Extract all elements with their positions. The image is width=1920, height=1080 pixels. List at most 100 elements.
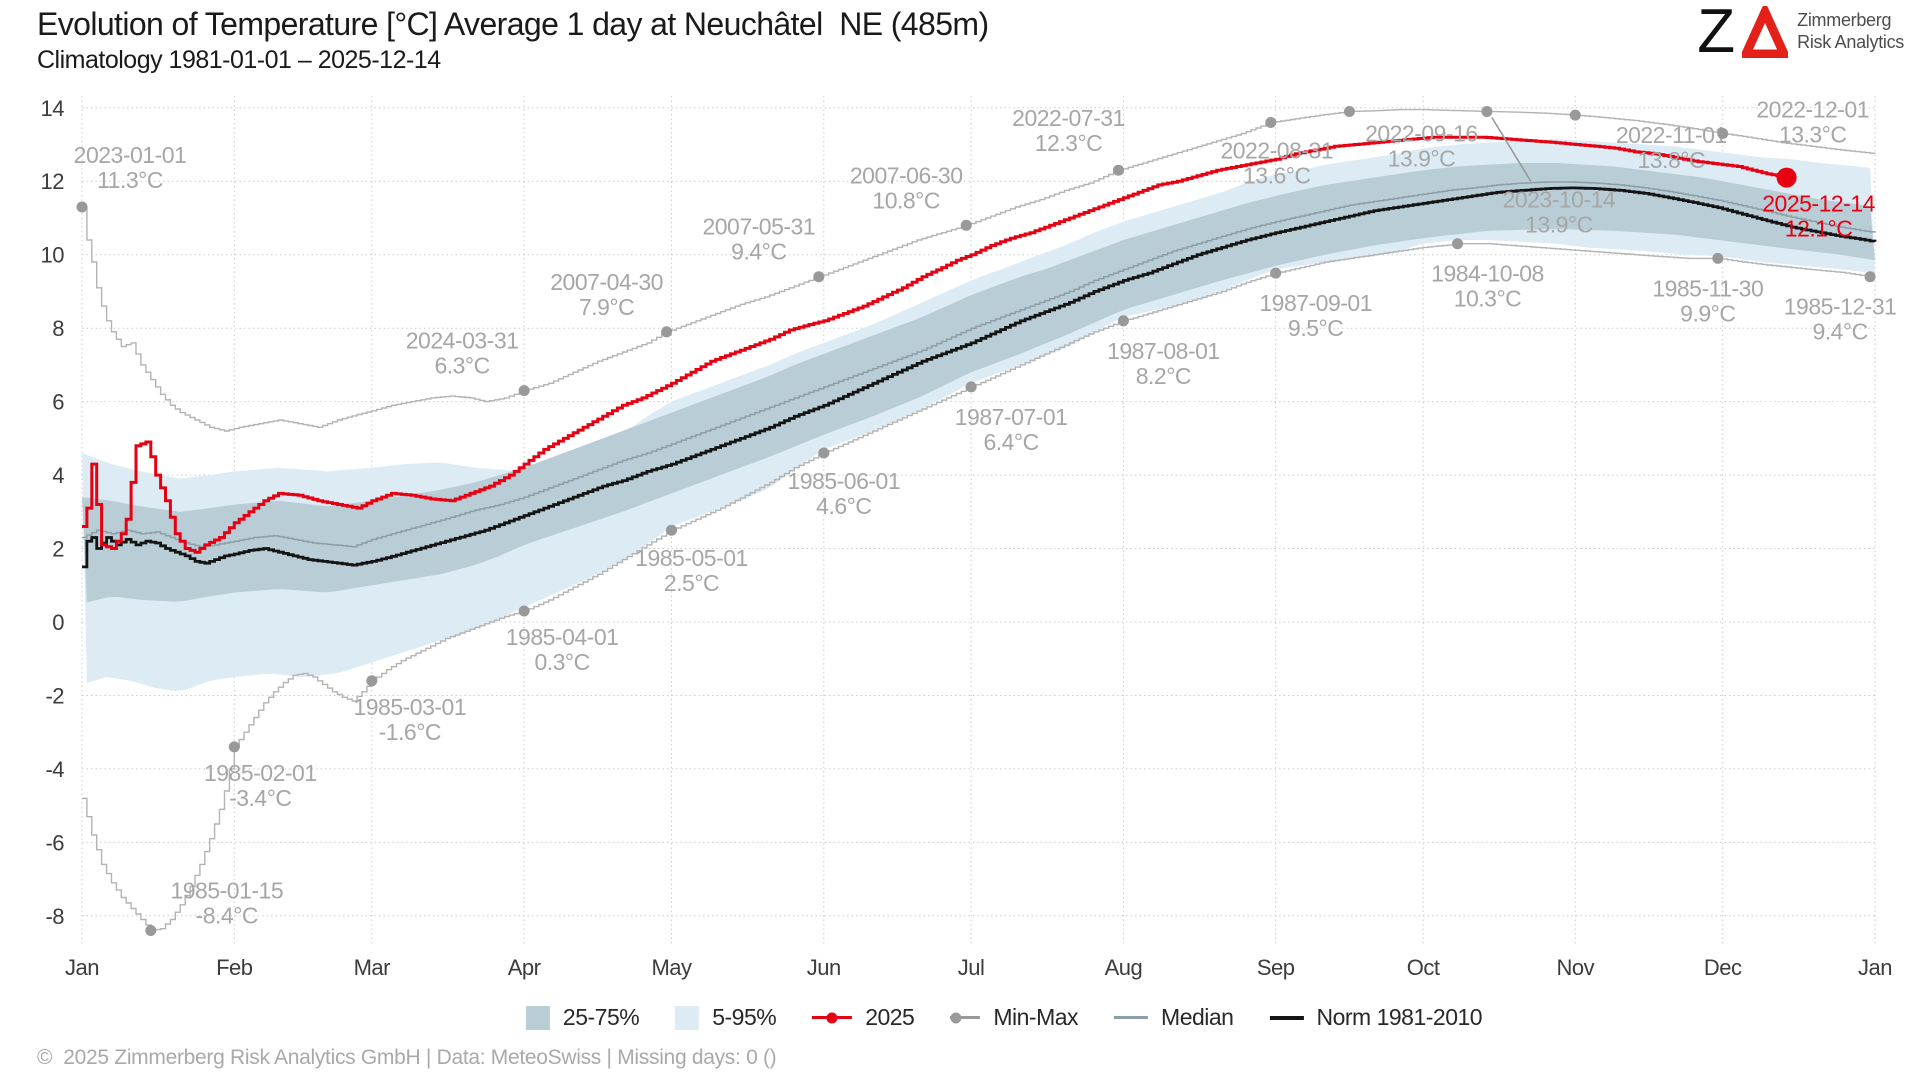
annotations: 2023-01-01 11.3°C 2024-03-31 6.3°C 2007-04-3…	[74, 97, 1897, 936]
y-tick-label: 10	[41, 243, 65, 268]
legend-label: 2025	[865, 1004, 915, 1030]
annotation-dot	[1343, 106, 1355, 117]
legend-label: Median	[1161, 1004, 1234, 1030]
legend-label: 5-95%	[712, 1004, 777, 1030]
legend-band-swatch	[675, 1005, 700, 1030]
logo-delta-icon	[1742, 6, 1789, 58]
legend-label: Min-Max	[993, 1004, 1079, 1030]
logo-name-line2: Risk Analytics	[1797, 32, 1904, 52]
legend-line-marker	[1114, 1016, 1149, 1019]
page-title: Evolution of Temperature [°C] Average 1 …	[37, 6, 989, 42]
x-tick-label: Jun	[807, 955, 841, 980]
x-tick-label: Jan	[65, 955, 99, 980]
annotation-dot	[1265, 117, 1277, 128]
annotation-label: 2022-08-31 13.6°C	[1220, 138, 1333, 189]
y-tick-label: 12	[41, 169, 65, 194]
y-tick-label: 6	[52, 390, 64, 415]
annotation-label: 1987-07-01 6.4°C	[955, 404, 1068, 455]
x-tick-label: Sep	[1257, 955, 1295, 980]
current-value-dot	[1776, 167, 1797, 188]
annotation-label: 2022-12-01 13.3°C	[1756, 97, 1869, 148]
y-tick-label: -4	[45, 757, 64, 782]
logo-name-line1: Zimmerberg	[1797, 10, 1892, 31]
series-2025	[82, 135, 1789, 554]
annotation-connector	[1491, 117, 1532, 182]
y-tick-label: -8	[45, 904, 64, 929]
series-median	[82, 181, 1876, 548]
x-tick-label: Nov	[1556, 955, 1594, 980]
legend-item-median: Median	[1114, 1004, 1234, 1031]
annotation-dot	[1712, 252, 1724, 264]
legend-dot-line-marker	[950, 1012, 981, 1023]
legend-item-25-75-: 25-75%	[525, 1004, 640, 1031]
annotation-label-current: 2025-12-14 12.1°C	[1762, 191, 1875, 242]
footer-copyright: © 2025 Zimmerberg Risk Analytics GmbH | …	[37, 1046, 777, 1069]
annotation-label: 1987-09-01 9.5°C	[1259, 290, 1372, 341]
annotation-dot	[1864, 271, 1876, 283]
annotation-dot	[518, 605, 530, 617]
annotation-label: 1985-02-01 -3.4°C	[204, 760, 317, 811]
annotation-dot	[661, 326, 673, 338]
annotation-dot	[1113, 164, 1124, 176]
zimmerberg-logo: Z Zimmerberg Risk Analytics	[1697, 0, 1904, 66]
annotation-label: 1985-11-30 9.9°C	[1652, 275, 1763, 326]
legend-item-norm-1981-2010: Norm 1981-2010	[1269, 1004, 1483, 1031]
legend-item-min-max: Min-Max	[950, 1004, 1079, 1031]
annotation-dot	[76, 201, 88, 213]
x-tick-label: Feb	[216, 955, 253, 980]
annotation-dot	[1270, 267, 1282, 279]
legend-band-swatch	[525, 1005, 550, 1030]
annotation-dot	[818, 447, 830, 459]
legend-item-5-95-: 5-95%	[675, 1004, 777, 1031]
y-tick-label: 4	[52, 463, 64, 488]
annotation-label: 1987-08-01 8.2°C	[1107, 338, 1220, 389]
annotation-label: 2007-05-31 9.4°C	[702, 214, 815, 265]
annotation-dot	[518, 385, 530, 397]
annotation-label: 1985-12-31 9.4°C	[1784, 294, 1897, 345]
gridlines	[81, 96, 1876, 944]
annotation-label: 2022-09-16 13.9°C	[1365, 121, 1478, 172]
annotation-label: 1985-05-01 2.5°C	[635, 545, 748, 596]
annotation-dot	[666, 524, 677, 536]
annotation-dot	[965, 381, 977, 393]
legend-label: 25-75%	[562, 1004, 640, 1030]
y-tick-label: -6	[45, 830, 64, 855]
x-tick-label: Jan	[1858, 955, 1892, 980]
annotation-dot	[1452, 238, 1463, 250]
annotation-label: 2007-04-30 7.9°C	[550, 269, 663, 320]
annotation-label: 2023-01-01 11.3°C	[74, 142, 187, 193]
legend-line-dot-marker	[812, 1012, 853, 1023]
annotation-dot	[1117, 315, 1129, 327]
logo-z-glyph: Z	[1697, 0, 1735, 66]
y-tick-label: 8	[52, 316, 64, 341]
annotation-label: 1985-03-01 -1.6°C	[353, 694, 466, 745]
page-subtitle: Climatology 1981-01-01 – 2025-12-14	[37, 46, 441, 74]
band-25-75	[82, 162, 1875, 603]
logo-text: Zimmerberg Risk Analytics	[1797, 10, 1904, 53]
x-tick-label: Oct	[1407, 955, 1440, 980]
annotation-dot	[228, 741, 240, 753]
annotation-dot	[1481, 106, 1493, 117]
annotation-label: 2023-10-14 13.9°C	[1503, 187, 1616, 238]
annotation-dot	[366, 675, 378, 687]
annotation-label: 1985-04-01 0.3°C	[506, 624, 619, 675]
legend-label: Norm 1981-2010	[1316, 1004, 1483, 1030]
x-tick-label: Apr	[508, 955, 541, 980]
y-tick-label: -2	[45, 684, 64, 709]
y-tick-label: 0	[52, 610, 64, 635]
annotation-label: 1984-10-08 10.3°C	[1431, 261, 1544, 312]
annotation-dot	[1569, 109, 1581, 121]
annotation-label: 1985-06-01 4.6°C	[787, 468, 900, 519]
band-5-95	[82, 139, 1875, 692]
x-tick-label: May	[651, 955, 692, 980]
y-tick-label: 14	[41, 96, 65, 121]
y-tick-label: 2	[52, 537, 64, 562]
annotation-label: 2007-06-30 10.8°C	[850, 162, 963, 213]
x-tick-label: Mar	[354, 955, 391, 980]
legend-item-2025: 2025	[812, 1004, 915, 1031]
series-norm-1981-2010	[82, 186, 1877, 569]
annotation-label: 1985-01-15 -8.4°C	[170, 878, 283, 929]
x-tick-label: Dec	[1704, 955, 1742, 980]
